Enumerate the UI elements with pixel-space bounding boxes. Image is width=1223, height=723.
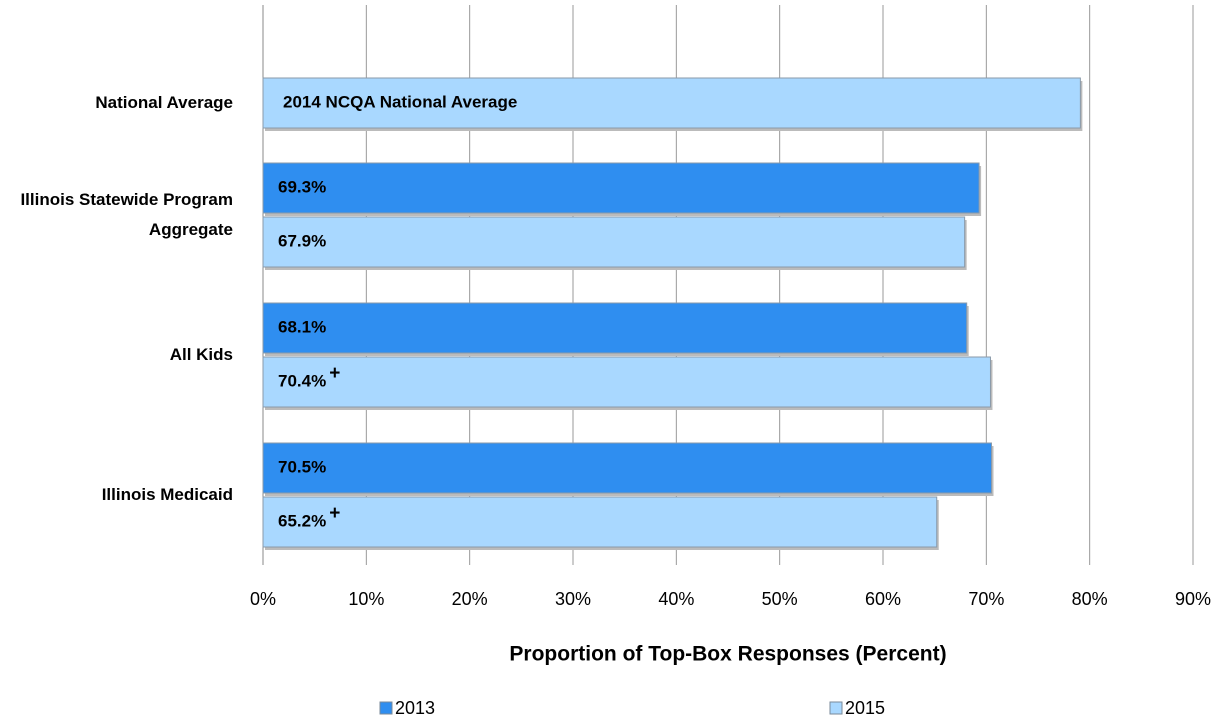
value-label: 70.4% xyxy=(278,371,326,390)
legend-label: 2015 xyxy=(845,698,885,718)
significance-flag: + xyxy=(329,503,340,524)
bar xyxy=(262,442,992,494)
bar xyxy=(262,356,991,408)
x-tick-label: 90% xyxy=(1175,589,1211,609)
significance-flag: + xyxy=(329,363,340,384)
x-tick-label: 50% xyxy=(762,589,798,609)
value-label: 68.1% xyxy=(278,317,326,336)
category-label: Illinois Statewide Program Aggregate xyxy=(20,190,233,239)
bar xyxy=(262,496,938,548)
reference-label: 2014 NCQA National Average xyxy=(283,92,517,111)
legend-swatch xyxy=(829,701,843,715)
value-label: 69.3% xyxy=(278,177,326,196)
value-label: 65.2% xyxy=(278,511,326,530)
bar xyxy=(262,162,980,214)
x-tick-label: 30% xyxy=(555,589,591,609)
category-label: All Kids xyxy=(169,345,233,364)
category-label: National Average xyxy=(95,93,233,112)
x-axis-title: Proportion of Top-Box Responses (Percent… xyxy=(509,643,946,666)
value-label: 70.5% xyxy=(278,457,326,476)
category-label: Illinois Medicaid xyxy=(101,485,233,504)
value-label: 67.9% xyxy=(278,231,326,250)
x-tick-label: 70% xyxy=(968,589,1004,609)
bar xyxy=(262,216,966,268)
x-tick-label: 10% xyxy=(348,589,384,609)
x-tick-label: 20% xyxy=(452,589,488,609)
x-tick-label: 60% xyxy=(865,589,901,609)
bar xyxy=(262,302,968,354)
legend-swatch xyxy=(379,701,393,715)
x-tick-label: 80% xyxy=(1072,589,1108,609)
reference-bar xyxy=(262,77,1081,129)
x-tick-label: 40% xyxy=(658,589,694,609)
legend-label: 2013 xyxy=(395,698,435,718)
x-tick-label: 0% xyxy=(250,589,276,609)
